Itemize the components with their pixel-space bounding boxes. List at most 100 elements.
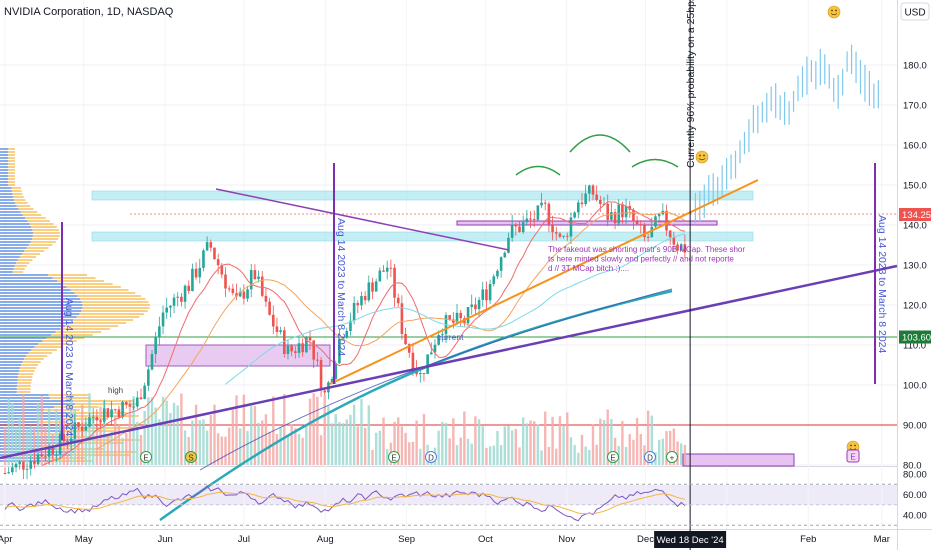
price-axis-bg [897, 0, 932, 550]
volume-profile [0, 148, 150, 462]
ma-mid [96, 211, 686, 450]
profile-bar [20, 211, 38, 213]
volume-bar [44, 427, 47, 465]
profile-bar [30, 241, 56, 243]
volume-bar [246, 430, 249, 465]
volume-bar [580, 434, 584, 465]
volume-bar [459, 437, 462, 465]
volume-bar [558, 416, 562, 465]
profile-bar [0, 397, 50, 399]
volume-bar [143, 410, 146, 465]
profile-bar [79, 313, 145, 315]
current-price-box [899, 208, 931, 221]
profile-bar [8, 184, 15, 186]
volume-bar [319, 435, 323, 465]
volume-bar [239, 428, 242, 465]
event-marker-label: S [188, 454, 193, 463]
profile-bar [0, 265, 15, 267]
volume-bar [128, 403, 132, 465]
profile-bar [0, 163, 9, 165]
profile-bar [77, 295, 142, 297]
candle-body [224, 274, 227, 289]
profile-bar [0, 325, 65, 327]
volume-bar [209, 415, 212, 465]
profile-bar [34, 346, 63, 348]
candle-body [554, 232, 558, 234]
volume-bar [602, 420, 606, 465]
volume-bar [661, 438, 665, 465]
price-tick-label: 180.0 [903, 61, 927, 72]
candle-body [437, 335, 440, 345]
candle-body [22, 461, 25, 470]
volume-bar [397, 417, 400, 465]
orange-trendline [329, 179, 759, 385]
volume-bar [268, 431, 271, 465]
profile-bar [0, 286, 67, 288]
candle-body [632, 209, 635, 222]
candle-body [139, 397, 143, 400]
profile-bar [8, 169, 15, 171]
volume-bar [36, 403, 40, 465]
profile-bar [0, 187, 12, 189]
profile-bar [42, 340, 77, 342]
candle-body [110, 409, 113, 418]
emoji-top-eye [831, 9, 833, 12]
profile-bar [81, 301, 149, 303]
profile-bar [0, 178, 9, 180]
candle-body [657, 214, 661, 217]
volume-bar [639, 434, 642, 465]
candle-body [11, 467, 14, 473]
volume-bar [231, 409, 235, 465]
emoji-bottom-eye [854, 444, 856, 447]
candle-body [154, 336, 157, 355]
profile-bar [8, 178, 15, 180]
profile-bar [0, 361, 23, 363]
volume-bar [393, 421, 396, 465]
candle-body [521, 222, 525, 233]
volume-bar [253, 406, 257, 465]
candle-body [246, 289, 249, 299]
candle-body [69, 438, 73, 442]
candle-body [378, 270, 382, 282]
currency-label[interactable]: USD [904, 8, 925, 19]
profile-bar [0, 157, 9, 159]
volume-bar [191, 420, 194, 465]
profile-bar [69, 322, 127, 324]
profile-bar [0, 280, 58, 282]
volume-bar [106, 437, 110, 465]
volume-bar [227, 427, 231, 465]
candle-body [271, 314, 275, 327]
profile-bar [0, 208, 19, 210]
candle-body [367, 282, 371, 301]
high-label: high [108, 386, 123, 395]
profile-bar [0, 334, 51, 336]
profile-bar [0, 151, 9, 153]
profile-bar [0, 307, 83, 309]
profile-bar [32, 229, 59, 231]
profile-bar [76, 316, 140, 318]
candle-body [294, 351, 297, 353]
candle-body [411, 352, 415, 370]
candle-body [356, 302, 360, 306]
profile-bar [73, 319, 134, 321]
candle-body [430, 352, 433, 355]
candle-body [599, 200, 602, 205]
candle-body [503, 252, 507, 258]
candle-body [33, 460, 36, 464]
profile-bar [20, 364, 39, 366]
candle-body [319, 360, 323, 391]
candles [3, 184, 687, 480]
candle-body [132, 406, 135, 408]
candle-body [3, 473, 7, 474]
profile-bar [61, 436, 113, 438]
candle-body [268, 301, 271, 315]
cursor-annotation: Currently 96% probability on a 25bps cut [685, 0, 697, 168]
chart-title[interactable]: NVIDIA Corporation, 1D, NASDAQ [4, 6, 174, 18]
candle-body [77, 422, 80, 427]
volume-bar [14, 427, 18, 465]
volume-bar [25, 429, 29, 465]
profile-bar [32, 232, 60, 234]
candle-body [650, 226, 654, 238]
